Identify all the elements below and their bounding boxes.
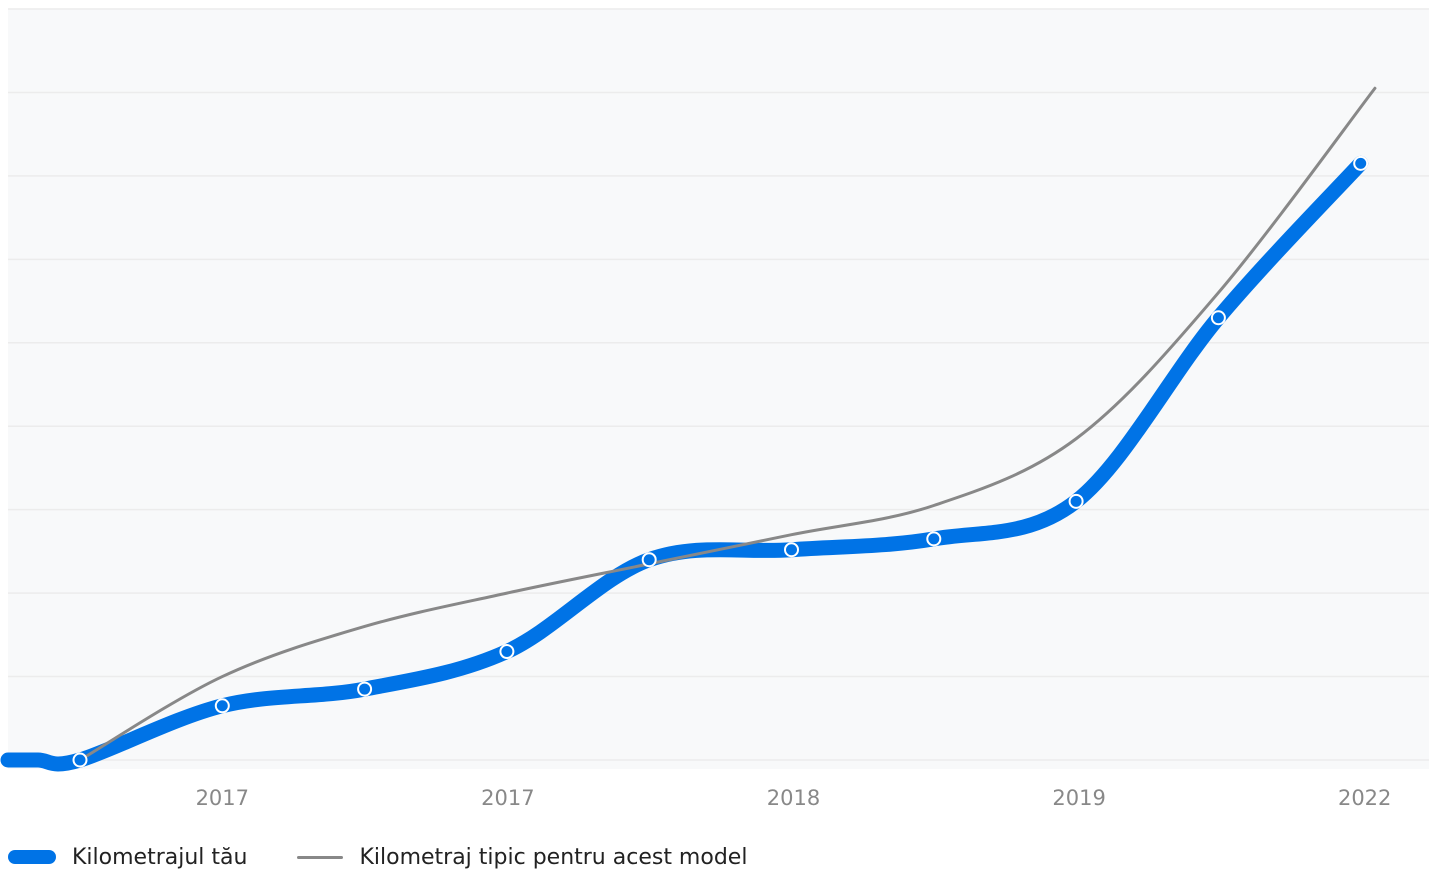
series-line-typical-mileage bbox=[78, 86, 1377, 762]
data-point-your-mileage[interactable] bbox=[1210, 310, 1226, 326]
legend-label-typical-mileage: Kilometraj tipic pentru acest model bbox=[359, 844, 748, 870]
legend-item-your-mileage[interactable]: Kilometrajul tău bbox=[8, 845, 247, 870]
plot-background bbox=[8, 9, 1429, 769]
data-point-your-mileage[interactable] bbox=[499, 644, 515, 660]
legend-item-typical-mileage[interactable]: Kilometraj tipic pentru acest model bbox=[297, 845, 747, 870]
data-point-your-mileage[interactable] bbox=[926, 531, 942, 547]
data-point-your-mileage[interactable] bbox=[357, 681, 373, 697]
legend-swatch-typical-mileage bbox=[297, 855, 344, 859]
data-point-your-mileage[interactable] bbox=[72, 752, 88, 768]
data-point-your-mileage[interactable] bbox=[641, 552, 657, 568]
marker-layer bbox=[72, 155, 1369, 768]
x-tick-label: 2019 bbox=[1052, 786, 1105, 810]
x-tick-label: 2022 bbox=[1338, 786, 1391, 810]
legend-swatch-your-mileage bbox=[8, 850, 56, 864]
data-point-your-mileage[interactable] bbox=[784, 542, 799, 558]
legend: Kilometrajul tău Kilometraj tipic pentru… bbox=[8, 842, 797, 872]
x-tick-label: 2018 bbox=[767, 786, 820, 810]
x-axis-tick-labels: 2017 2017 2018 2019 2022 bbox=[196, 786, 1392, 810]
data-point-your-mileage[interactable] bbox=[1068, 493, 1084, 509]
x-tick-label: 2017 bbox=[196, 786, 249, 810]
data-point-your-mileage[interactable] bbox=[1353, 155, 1369, 171]
data-point-your-mileage[interactable] bbox=[214, 698, 230, 714]
grid-lines bbox=[8, 8, 1429, 761]
x-tick-label: 2017 bbox=[481, 786, 534, 810]
legend-label-your-mileage: Kilometrajul tău bbox=[72, 844, 248, 870]
